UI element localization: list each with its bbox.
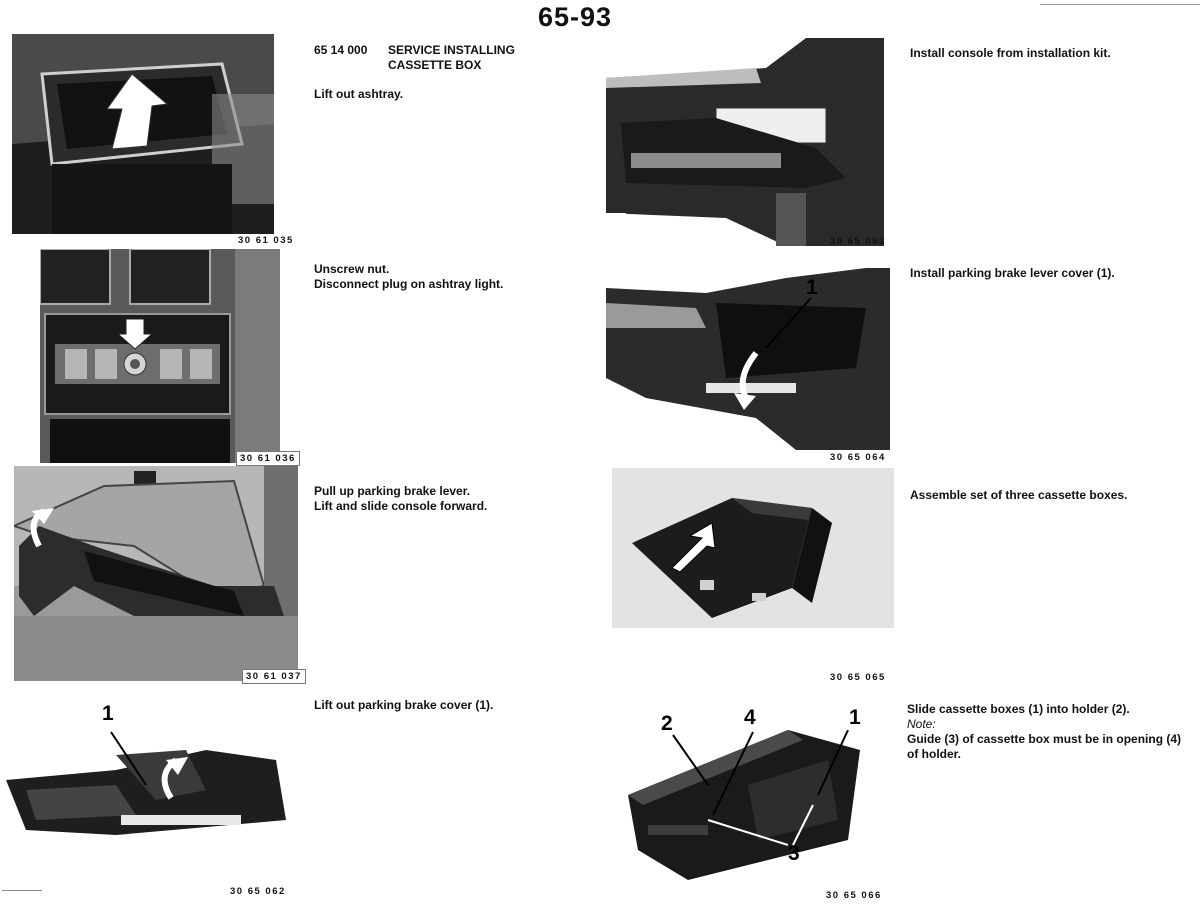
- callout-3: 3: [788, 842, 800, 865]
- photo-code: 30 65 066: [826, 890, 882, 901]
- step-line: Slide cassette boxes (1) into holder (2)…: [907, 702, 1130, 716]
- step-line: Unscrew nut.: [314, 262, 390, 276]
- section-number: 65 14 000: [314, 43, 368, 57]
- photo-code: 30 61 035: [238, 235, 294, 246]
- step-line: Lift and slide console forward.: [314, 499, 488, 513]
- callout-4: 4: [744, 706, 756, 729]
- photo-ashtray-nut: [40, 249, 280, 463]
- callout-1: 1: [806, 276, 818, 299]
- step-text: Assemble set of three cassette boxes.: [910, 488, 1190, 503]
- step-line: Assemble set of three cassette boxes.: [910, 488, 1128, 502]
- photo-cassette-holder: [628, 730, 860, 880]
- callout-2: 2: [661, 712, 673, 735]
- photo-ashtray: [12, 34, 274, 234]
- top-rule: [1040, 4, 1200, 5]
- step-text: Lift out parking brake cover (1).: [314, 698, 574, 713]
- section-title-cont: CASSETTE BOX: [388, 58, 482, 72]
- photo-console-brake: [14, 466, 298, 681]
- section-title: SERVICE INSTALLING: [388, 43, 515, 57]
- photo-code: 30 65 062: [230, 886, 286, 897]
- photo-code: 30 65 065: [830, 672, 886, 683]
- step-text: Unscrew nut. Disconnect plug on ashtray …: [314, 262, 574, 292]
- photo-console-install: [606, 38, 884, 246]
- step-line: Install console from installation kit.: [910, 46, 1111, 60]
- step-text: Pull up parking brake lever. Lift and sl…: [314, 484, 574, 514]
- step-line: Guide (3) of cassette box must be in ope…: [907, 732, 1182, 746]
- note-label: Note:: [907, 717, 936, 731]
- photo-brake-lever-cover: [606, 268, 890, 450]
- step-line: of holder.: [907, 747, 961, 761]
- step-line: Pull up parking brake lever.: [314, 484, 471, 498]
- photo-code: 30 61 036: [236, 451, 300, 466]
- step-text: Slide cassette boxes (1) into holder (2)…: [907, 702, 1197, 762]
- step-line: Disconnect plug on ashtray light.: [314, 277, 504, 291]
- photo-code: 30 65 063: [830, 236, 886, 247]
- step-line: Lift out parking brake cover (1).: [314, 698, 494, 712]
- photo-code: 30 61 037: [242, 669, 306, 684]
- bottom-rule: [2, 890, 42, 891]
- page-number: 65-93: [538, 2, 613, 32]
- step-text: 65 14 000 SERVICE INSTALLING CASSETTE BOX…: [314, 43, 574, 102]
- callout-1: 1: [849, 706, 861, 729]
- step-text: Install parking brake lever cover (1).: [910, 266, 1190, 281]
- photo-cassette-set: [612, 468, 894, 628]
- step-line: Install parking brake lever cover (1).: [910, 266, 1115, 280]
- callout-1: 1: [102, 702, 114, 725]
- step-text: Install console from installation kit.: [910, 46, 1190, 61]
- step-line: Lift out ashtray.: [314, 87, 404, 101]
- photo-brake-cover: [6, 720, 292, 845]
- photo-code: 30 65 064: [830, 452, 886, 463]
